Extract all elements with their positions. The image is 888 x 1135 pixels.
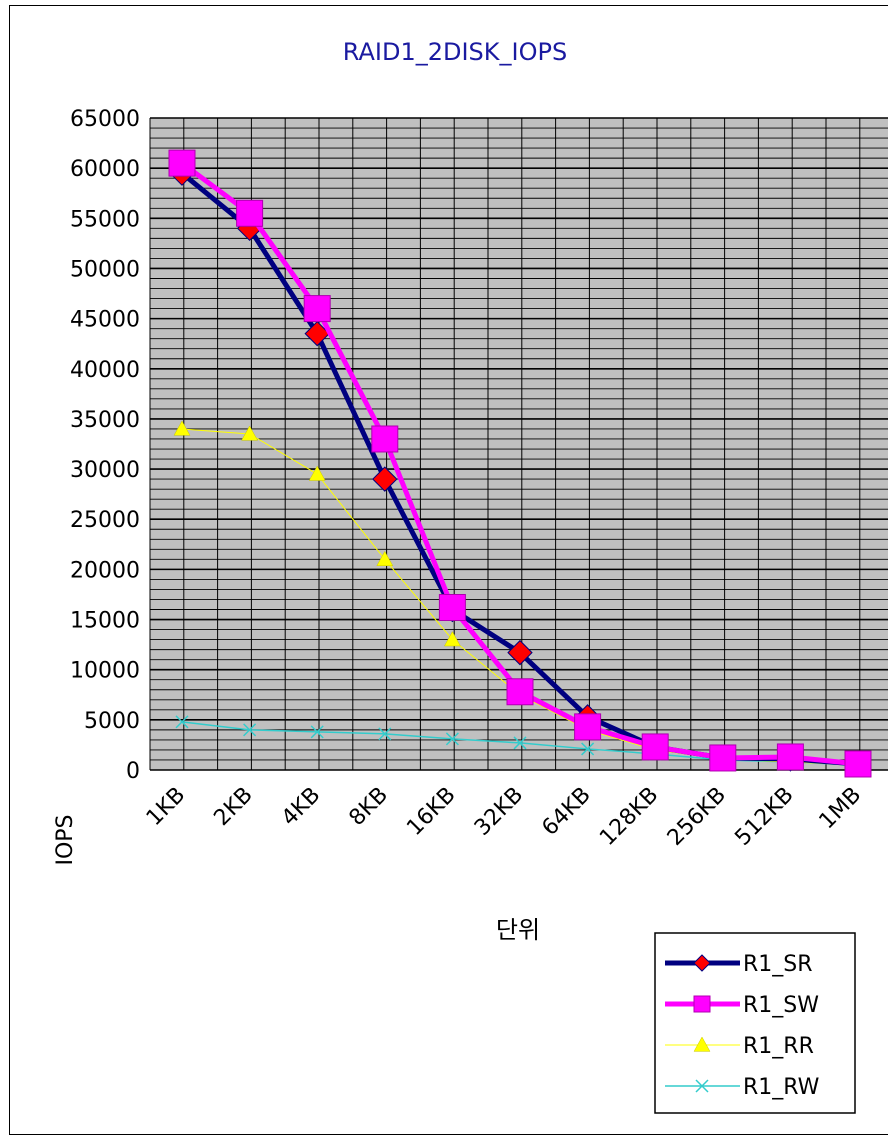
y-tick-label: 15000: [70, 609, 140, 634]
data-point-marker: [173, 420, 191, 436]
x-tick-label: 256KB: [663, 783, 731, 851]
legend-item: R1_RR: [665, 1034, 814, 1059]
x-tick-label: 16KB: [402, 783, 460, 841]
y-tick-label: 35000: [70, 408, 140, 433]
y-axis-label: IOPS: [53, 814, 78, 865]
x-tick-label: 8KB: [345, 783, 393, 831]
chart-title: RAID1_2DISK_IOPS: [343, 38, 567, 66]
data-point-marker: [693, 1036, 711, 1052]
data-point-marker: [443, 631, 461, 647]
series-r1-sw: [168, 149, 872, 778]
data-point-marker: [236, 199, 264, 227]
data-point-marker: [378, 727, 392, 741]
data-point-marker: [445, 732, 459, 746]
plot-area: [149, 117, 888, 771]
data-point-marker: [308, 465, 326, 481]
legend-label: R1_SW: [743, 993, 819, 1018]
data-point-marker: [844, 750, 872, 778]
x-tick-label: 128KB: [595, 783, 663, 851]
data-point-marker: [303, 295, 331, 323]
series-layer: [168, 149, 872, 778]
data-point-marker: [506, 678, 534, 706]
x-tick-label: 512KB: [730, 783, 798, 851]
data-point-marker: [371, 425, 399, 453]
x-tick-label: 1MB: [815, 783, 867, 835]
x-tick-label: 32KB: [470, 783, 528, 841]
data-point-marker: [241, 425, 259, 441]
data-point-marker: [507, 639, 533, 666]
x-tick-label: 2KB: [209, 783, 257, 831]
y-tick-label: 40000: [70, 358, 140, 383]
y-tick-label: 30000: [70, 458, 140, 483]
data-point-marker: [641, 733, 669, 761]
data-point-marker: [168, 149, 196, 177]
data-point-marker: [438, 594, 466, 622]
x-axis-label: 단위: [496, 916, 540, 944]
y-tick-label: 60000: [70, 157, 140, 182]
data-point-marker: [513, 736, 527, 750]
data-point-marker: [304, 320, 330, 347]
data-point-marker: [310, 725, 324, 739]
data-point-marker: [372, 466, 398, 492]
y-tick-label: 10000: [70, 659, 140, 684]
data-point-marker: [693, 995, 711, 1013]
y-tick-label: 20000: [70, 558, 140, 583]
legend: R1_SR R1_SW R1_RR R1_RW: [654, 932, 856, 1114]
legend-label: R1_RR: [743, 1034, 814, 1059]
legend-item: R1_SW: [665, 993, 819, 1018]
data-point-marker: [376, 550, 394, 567]
x-axis: 1KB 2KB 4KB 8KB 16KB 32KB 64KB 128KB 256KB 512KB 1…: [142, 783, 866, 851]
y-tick-label: 45000: [70, 308, 140, 333]
legend-label: R1_RW: [743, 1075, 820, 1100]
y-tick-label: 55000: [70, 207, 140, 232]
y-tick-label: 50000: [70, 257, 140, 282]
legend-item: R1_SR: [665, 952, 813, 977]
y-tick-label: 5000: [84, 709, 140, 734]
legend-item: R1_RW: [665, 1075, 820, 1100]
data-point-marker: [776, 743, 804, 771]
y-axis: 0 5000 10000 15000 20000 25000 30000 35000 40000…: [70, 107, 140, 784]
legend-label: R1_SR: [743, 952, 813, 977]
data-point-marker: [574, 713, 602, 741]
y-tick-label: 0: [126, 759, 140, 784]
x-tick-label: 64KB: [537, 783, 595, 841]
x-tick-label: 4KB: [277, 783, 325, 831]
data-point-marker: [243, 723, 257, 737]
data-point-marker: [581, 742, 595, 756]
data-point-marker: [709, 744, 737, 772]
x-tick-label: 1KB: [142, 783, 190, 831]
y-tick-label: 65000: [70, 107, 140, 132]
data-point-marker: [693, 954, 711, 972]
data-point-marker: [695, 1079, 709, 1093]
data-point-marker: [175, 715, 189, 729]
y-tick-label: 25000: [70, 508, 140, 533]
